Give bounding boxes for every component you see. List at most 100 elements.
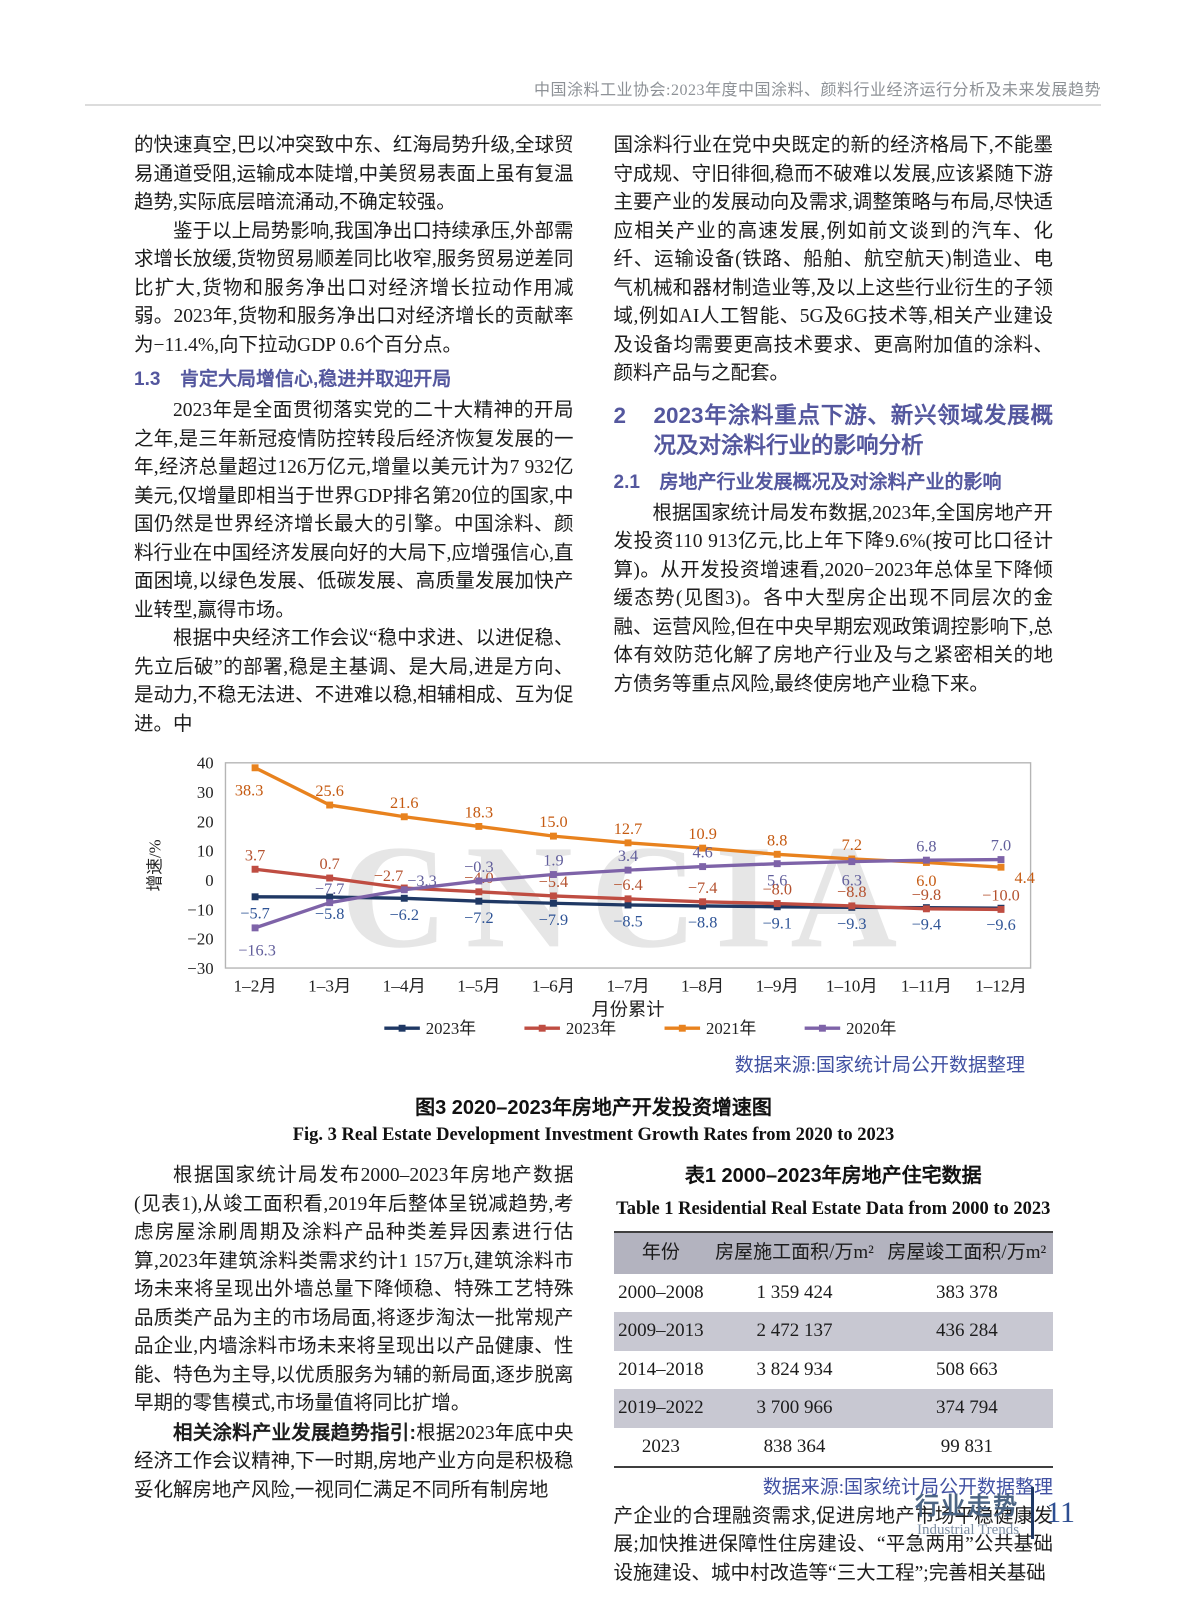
paragraph: 国涂料行业在党中央既定的新的经济格局下,不能墨守成规、守旧徘徊,稳而不破难以发展… bbox=[613, 135, 1054, 384]
figure3-chart-area: CNCIA 40 30 20 10 0 −10 −20 −30 增速/% 1–2月 1–3月 1–4月 1… bbox=[134, 749, 1053, 1146]
table-title-en: Table 1 Residential Real Estate Data fro… bbox=[616, 1198, 1051, 1219]
heading-2: 2 2023年涂料重点下游、新兴领域发展概况及对涂料行业的影响分析 bbox=[614, 401, 1054, 461]
svg-text:0.7: 0.7 bbox=[319, 854, 339, 873]
table-cell: 2019–2022 bbox=[618, 1397, 704, 1418]
svg-text:−5.7: −5.7 bbox=[240, 904, 270, 923]
table-row: 2000–2008 1 359 424 383 378 bbox=[614, 1274, 1054, 1313]
svg-text:1–7月: 1–7月 bbox=[606, 977, 649, 996]
table-cell: 2009–2013 bbox=[618, 1320, 704, 1341]
svg-text:1–2月: 1–2月 bbox=[234, 977, 277, 996]
svg-text:−8.0: −8.0 bbox=[762, 880, 792, 899]
table-cell: 2 472 137 bbox=[756, 1320, 833, 1341]
svg-text:0: 0 bbox=[205, 871, 213, 890]
svg-text:−7.2: −7.2 bbox=[464, 908, 494, 927]
left-column-top: 的快速真空,巴以冲突致中东、红海局势升级,全球贸易通道受阻,运输成本陡增,中美贸… bbox=[134, 132, 574, 739]
svg-text:1–5月: 1–5月 bbox=[457, 977, 500, 996]
svg-text:6.8: 6.8 bbox=[916, 836, 936, 855]
table-cell: 3 824 934 bbox=[756, 1358, 833, 1380]
svg-text:15.0: 15.0 bbox=[539, 812, 567, 831]
table-cell: 3 700 966 bbox=[756, 1397, 833, 1418]
footer-section-zh: 行业走势 bbox=[915, 1493, 1020, 1520]
svg-text:5.6: 5.6 bbox=[767, 870, 787, 889]
svg-text:1–3月: 1–3月 bbox=[308, 977, 351, 996]
heading-number: 2 bbox=[613, 402, 627, 428]
svg-text:3.4: 3.4 bbox=[618, 846, 638, 865]
growth-line-chart: CNCIA 40 30 20 10 0 −10 −20 −30 增速/% 1–2月 1–3月 1–4月 1… bbox=[134, 749, 1053, 1050]
running-head: 中国涂料工业协会:2023年度中国涂料、颜料行业经济运行分析及未来发展趋势 bbox=[534, 82, 1101, 99]
top-columns: 的快速真空,巴以冲突致中东、红海局势升级,全球贸易通道受阻,运输成本陡增,中美贸… bbox=[134, 132, 1053, 739]
svg-text:10.9: 10.9 bbox=[688, 824, 716, 843]
svg-text:−3.3: −3.3 bbox=[407, 871, 437, 890]
heading-number: 1.3 bbox=[134, 369, 161, 390]
svg-text:−20: −20 bbox=[187, 930, 213, 949]
svg-text:−8.5: −8.5 bbox=[613, 912, 643, 931]
svg-text:40: 40 bbox=[197, 754, 214, 773]
svg-text:−7.7: −7.7 bbox=[315, 879, 345, 898]
svg-text:−30: −30 bbox=[187, 959, 213, 978]
table-cell: 838 364 bbox=[763, 1435, 826, 1457]
chart-data-source: 数据来源:国家统计局公开数据整理 bbox=[734, 1055, 1025, 1076]
paragraph: 根据中央经济工作会议“稳中求进、以进促稳、先立后破”的部署,稳是主基调、是大局,… bbox=[134, 628, 574, 735]
svg-text:−7.4: −7.4 bbox=[688, 878, 718, 897]
paragraph: 产企业的合理融资需求,促进房地产市场平稳健康发展;加快推进保障性住房建设、“平急… bbox=[613, 1505, 1054, 1584]
svg-text:−16.3: −16.3 bbox=[238, 941, 276, 960]
header-rule bbox=[85, 104, 1101, 106]
table-cell: 2000–2008 bbox=[618, 1281, 704, 1303]
svg-text:7.2: 7.2 bbox=[842, 835, 862, 854]
svg-text:3.7: 3.7 bbox=[245, 845, 265, 864]
svg-text:−10: −10 bbox=[187, 900, 213, 919]
paragraph: 根据国家统计局发布2000–2023年房地产数据(见表1),从竣工面积看,201… bbox=[134, 1165, 574, 1414]
heading-number: 2.1 bbox=[613, 471, 640, 493]
table-cell: 436 284 bbox=[935, 1320, 998, 1341]
svg-text:−7.9: −7.9 bbox=[539, 910, 569, 929]
page-number: 11 bbox=[1046, 1495, 1075, 1529]
page-footer: 行业走势 Industrial Trends 11 bbox=[915, 1486, 1075, 1539]
svg-text:−0.3: −0.3 bbox=[464, 857, 494, 876]
bottom-columns: 根据国家统计局发布2000–2023年房地产数据(见表1),从竣工面积看,201… bbox=[134, 1162, 1053, 1588]
svg-text:−8.8: −8.8 bbox=[837, 882, 867, 901]
svg-text:30: 30 bbox=[197, 783, 214, 802]
page-content: 的快速真空,巴以冲突致中东、红海局势升级,全球贸易通道受阻,运输成本陡增,中美贸… bbox=[134, 132, 1053, 1588]
footer-section-labels: 行业走势 Industrial Trends bbox=[915, 1486, 1019, 1539]
figure-caption-en: Fig. 3 Real Estate Development Investmen… bbox=[292, 1125, 895, 1145]
svg-text:−9.3: −9.3 bbox=[837, 914, 867, 933]
table-cell: 2014–2018 bbox=[618, 1358, 704, 1380]
svg-text:4.4: 4.4 bbox=[1015, 868, 1035, 887]
heading-1-3: 1.3 肯定大局增信心,稳进并取迎开局 bbox=[134, 366, 574, 393]
svg-text:10: 10 bbox=[197, 842, 214, 861]
svg-text:21.6: 21.6 bbox=[390, 793, 418, 812]
table-cell: 1 359 424 bbox=[756, 1281, 833, 1303]
svg-text:4.6: 4.6 bbox=[692, 843, 712, 862]
svg-text:2021年: 2021年 bbox=[706, 1019, 756, 1038]
table-cell: 374 794 bbox=[935, 1397, 998, 1418]
svg-text:1–4月: 1–4月 bbox=[383, 977, 426, 996]
svg-text:38.3: 38.3 bbox=[235, 780, 263, 799]
table-row: 2014–2018 3 824 934 508 663 bbox=[614, 1351, 1054, 1390]
svg-text:8.8: 8.8 bbox=[767, 830, 787, 849]
svg-text:−9.4: −9.4 bbox=[912, 914, 942, 933]
paragraph: 的快速真空,巴以冲突致中东、红海局势升级,全球贸易通道受阻,运输成本陡增,中美贸… bbox=[134, 135, 574, 213]
svg-text:−5.8: −5.8 bbox=[315, 904, 345, 923]
svg-text:−9.1: −9.1 bbox=[762, 913, 792, 932]
svg-text:2020年: 2020年 bbox=[846, 1019, 896, 1038]
svg-text:1–8月: 1–8月 bbox=[681, 977, 724, 996]
svg-text:−2.7: −2.7 bbox=[374, 866, 404, 885]
table-row: 2019–2022 3 700 966 374 794 bbox=[613, 1389, 1053, 1428]
heading-text: 肯定大局增信心,稳进并取迎开局 bbox=[180, 369, 452, 390]
paragraph: 根据国家统计局发布数据,2023年,全国房地产开发投资110 913亿元,比上年… bbox=[613, 502, 1054, 695]
table-cell: 383 378 bbox=[935, 1281, 998, 1303]
svg-text:6.3: 6.3 bbox=[842, 870, 862, 889]
column-header-year: 年份 bbox=[613, 1232, 709, 1274]
footer-section-en: Industrial Trends bbox=[917, 1522, 1020, 1538]
left-column-bottom: 根据国家统计局发布2000–2023年房地产数据(见表1),从竣工面积看,201… bbox=[134, 1162, 574, 1588]
table-data-source: 数据来源:国家统计局公开数据整理 bbox=[762, 1477, 1053, 1498]
right-column-bottom: 表1 2000–2023年房地产住宅数据 Table 1 Residential… bbox=[613, 1162, 1054, 1588]
table-cell: 508 663 bbox=[935, 1358, 998, 1380]
right-column-top: 国涂料行业在党中央既定的新的经济格局下,不能墨守成规、守旧徘徊,稳而不破难以发展… bbox=[614, 132, 1054, 739]
paragraph-bold-lead: 相关涂料产业发展趋势指引: bbox=[173, 1421, 417, 1444]
paragraph: 2023年是全面贯彻落实党的二十大精神的开局之年,是三年新冠疫情防控转段后经济恢… bbox=[134, 400, 574, 621]
svg-text:1–12月: 1–12月 bbox=[975, 977, 1027, 996]
residential-data-table: 年份 房屋施工面积/万m² 房屋竣工面积/万m² 2000–2008 1 359 … bbox=[613, 1231, 1054, 1468]
